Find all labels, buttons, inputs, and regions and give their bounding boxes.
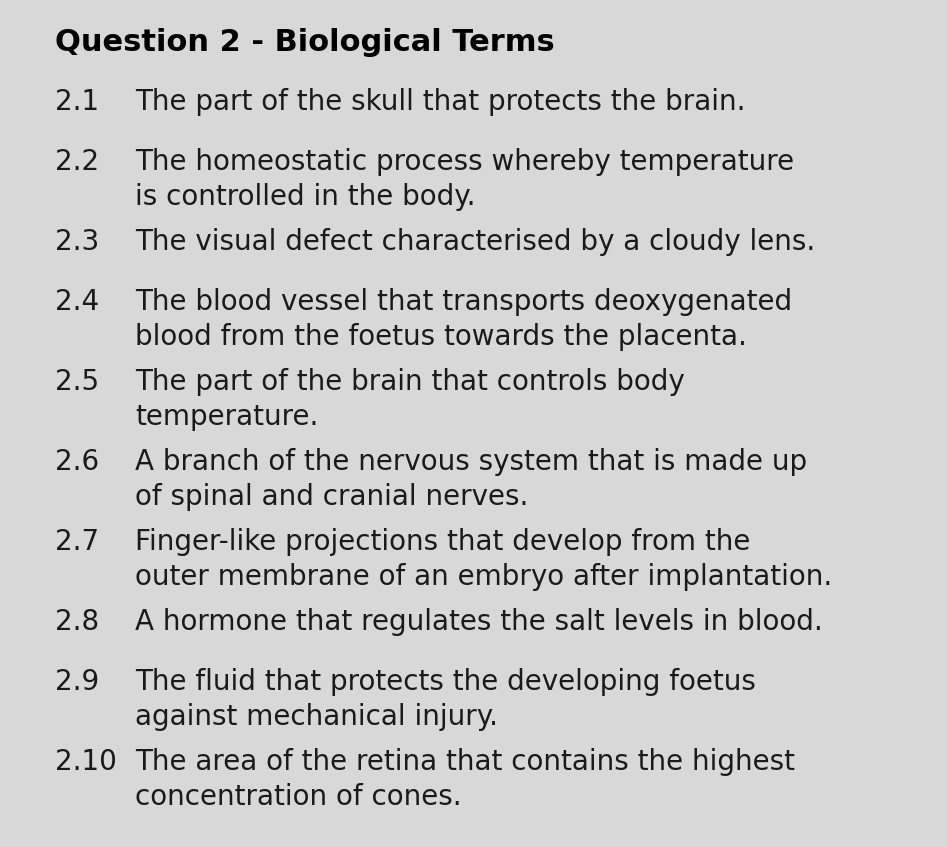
Text: A branch of the nervous system that is made up
of spinal and cranial nerves.: A branch of the nervous system that is m… — [135, 448, 807, 511]
Text: 2.1: 2.1 — [55, 88, 99, 116]
Text: The part of the skull that protects the brain.: The part of the skull that protects the … — [135, 88, 745, 116]
Text: 2.4: 2.4 — [55, 288, 99, 316]
Text: 2.6: 2.6 — [55, 448, 99, 476]
Text: 2.3: 2.3 — [55, 228, 99, 256]
Text: The blood vessel that transports deoxygenated
blood from the foetus towards the : The blood vessel that transports deoxyge… — [135, 288, 792, 351]
Text: The visual defect characterised by a cloudy lens.: The visual defect characterised by a clo… — [135, 228, 815, 256]
Text: A hormone that regulates the salt levels in blood.: A hormone that regulates the salt levels… — [135, 608, 823, 636]
Text: Question 2 - Biological Terms: Question 2 - Biological Terms — [55, 28, 555, 57]
Text: The part of the brain that controls body
temperature.: The part of the brain that controls body… — [135, 368, 685, 430]
Text: The area of the retina that contains the highest
concentration of cones.: The area of the retina that contains the… — [135, 748, 795, 811]
Text: The homeostatic process whereby temperature
is controlled in the body.: The homeostatic process whereby temperat… — [135, 148, 795, 211]
Text: The fluid that protects the developing foetus
against mechanical injury.: The fluid that protects the developing f… — [135, 668, 756, 731]
Text: 2.10: 2.10 — [55, 748, 116, 776]
Text: 2.2: 2.2 — [55, 148, 99, 176]
Text: 2.7: 2.7 — [55, 528, 99, 556]
Text: 2.9: 2.9 — [55, 668, 99, 696]
Text: 2.8: 2.8 — [55, 608, 99, 636]
Text: 2.5: 2.5 — [55, 368, 99, 396]
Text: Finger-like projections that develop from the
outer membrane of an embryo after : Finger-like projections that develop fro… — [135, 528, 832, 590]
